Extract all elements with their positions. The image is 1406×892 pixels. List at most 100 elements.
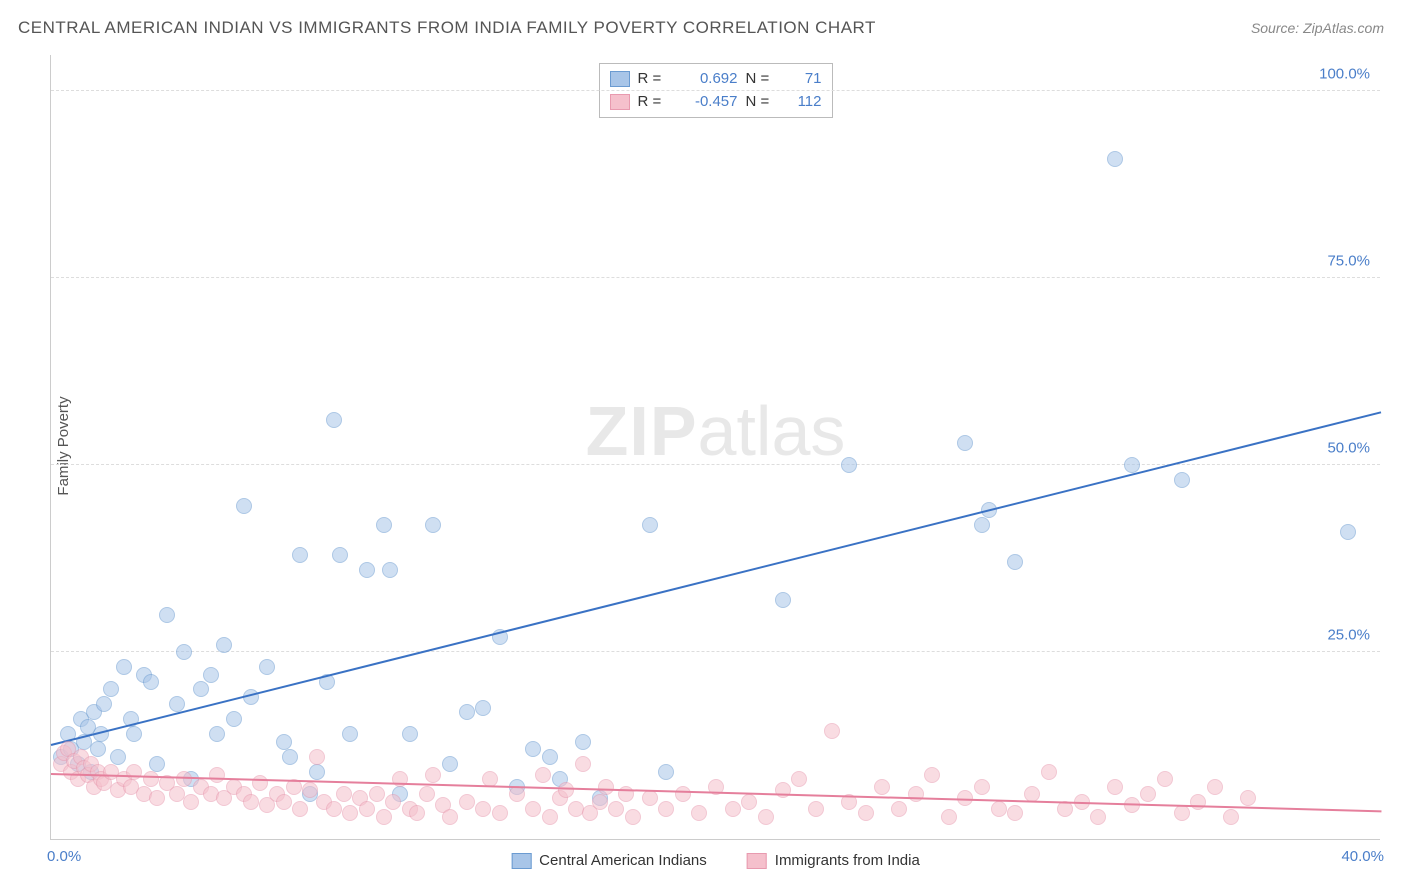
y-tick-label: 100.0% xyxy=(1319,66,1370,83)
data-point xyxy=(1107,151,1123,167)
data-point xyxy=(1157,771,1173,787)
data-point xyxy=(243,794,259,810)
data-point xyxy=(326,412,342,428)
data-point xyxy=(332,547,348,563)
legend-row: R =0.692N =71 xyxy=(610,68,822,91)
data-point xyxy=(176,644,192,660)
legend-r-value: -0.457 xyxy=(678,91,738,114)
grid-line xyxy=(51,277,1380,278)
data-point xyxy=(575,734,591,750)
data-point xyxy=(425,517,441,533)
grid-line xyxy=(51,464,1380,465)
data-point xyxy=(326,801,342,817)
data-point xyxy=(419,786,435,802)
data-point xyxy=(209,767,225,783)
data-point xyxy=(509,786,525,802)
data-point xyxy=(658,801,674,817)
trend-line xyxy=(51,411,1381,746)
data-point xyxy=(276,794,292,810)
grid-line xyxy=(51,90,1380,91)
data-point xyxy=(236,498,252,514)
data-point xyxy=(924,767,940,783)
data-point xyxy=(957,435,973,451)
data-point xyxy=(642,790,658,806)
data-point xyxy=(96,696,112,712)
x-tick-max: 40.0% xyxy=(1341,848,1384,865)
legend-n-value: 71 xyxy=(786,68,822,91)
data-point xyxy=(442,756,458,772)
data-point xyxy=(542,749,558,765)
data-point xyxy=(143,771,159,787)
legend-r-label: R = xyxy=(638,68,670,91)
data-point xyxy=(525,801,541,817)
data-point xyxy=(775,782,791,798)
data-point xyxy=(359,801,375,817)
data-point xyxy=(841,457,857,473)
legend-row: R = -0.457 N = 112 xyxy=(610,91,822,114)
data-point xyxy=(758,809,774,825)
data-point xyxy=(1007,554,1023,570)
data-point xyxy=(259,659,275,675)
data-point xyxy=(725,801,741,817)
data-point xyxy=(1223,809,1239,825)
legend-n-label: N = xyxy=(746,91,778,114)
y-tick-label: 25.0% xyxy=(1327,627,1370,644)
chart-title: CENTRAL AMERICAN INDIAN VS IMMIGRANTS FR… xyxy=(18,18,876,38)
legend-n-value: 112 xyxy=(786,91,822,114)
grid-line xyxy=(51,651,1380,652)
data-point xyxy=(542,809,558,825)
data-point xyxy=(891,801,907,817)
data-point xyxy=(402,726,418,742)
data-point xyxy=(409,805,425,821)
data-point xyxy=(575,756,591,772)
data-point xyxy=(385,794,401,810)
data-point xyxy=(116,659,132,675)
data-point xyxy=(1041,764,1057,780)
data-point xyxy=(608,801,624,817)
legend-swatch xyxy=(747,853,767,869)
legend-r-label: R = xyxy=(638,91,670,114)
legend-r-value: 0.692 xyxy=(678,68,738,91)
data-point xyxy=(492,805,508,821)
data-point xyxy=(459,794,475,810)
data-point xyxy=(625,809,641,825)
data-point xyxy=(1090,809,1106,825)
data-point xyxy=(193,681,209,697)
data-point xyxy=(675,786,691,802)
data-point xyxy=(176,771,192,787)
data-point xyxy=(302,782,318,798)
data-point xyxy=(535,767,551,783)
data-point xyxy=(1340,524,1356,540)
data-point xyxy=(741,794,757,810)
data-point xyxy=(143,674,159,690)
data-point xyxy=(376,517,392,533)
data-point xyxy=(110,749,126,765)
data-point xyxy=(1007,805,1023,821)
data-point xyxy=(342,805,358,821)
data-point xyxy=(991,801,1007,817)
data-point xyxy=(282,749,298,765)
data-point xyxy=(382,562,398,578)
data-point xyxy=(359,562,375,578)
legend-series-name: Immigrants from India xyxy=(775,852,920,869)
y-tick-label: 75.0% xyxy=(1327,253,1370,270)
data-point xyxy=(336,786,352,802)
data-point xyxy=(369,786,385,802)
data-point xyxy=(226,711,242,727)
data-point xyxy=(1140,786,1156,802)
legend-swatch xyxy=(610,94,630,110)
data-point xyxy=(216,637,232,653)
x-tick-min: 0.0% xyxy=(47,848,81,865)
data-point xyxy=(1174,805,1190,821)
watermark: ZIPatlas xyxy=(586,391,846,471)
data-point xyxy=(103,681,119,697)
data-point xyxy=(209,726,225,742)
data-point xyxy=(475,700,491,716)
data-point xyxy=(342,726,358,742)
data-point xyxy=(1207,779,1223,795)
data-point xyxy=(1174,472,1190,488)
data-point xyxy=(149,756,165,772)
legend-swatch xyxy=(610,71,630,87)
data-point xyxy=(159,607,175,623)
data-point xyxy=(475,801,491,817)
